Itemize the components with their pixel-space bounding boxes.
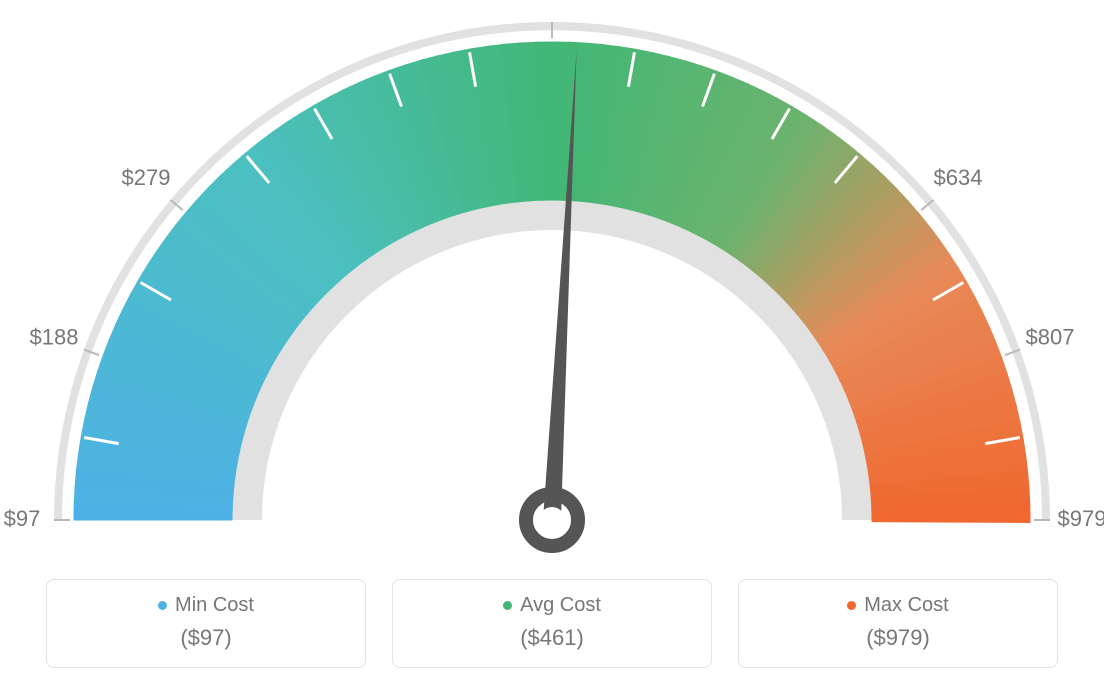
legend-dot-min [158, 601, 167, 610]
legend-dot-max [847, 601, 856, 610]
svg-text:$979: $979 [1058, 506, 1104, 531]
legend-value-avg: ($461) [393, 625, 711, 651]
legend-label-max: Max Cost [847, 594, 948, 617]
svg-text:$634: $634 [934, 165, 983, 190]
gauge-svg: $97 $188 $279 $461 $634 $807 $979 [0, 0, 1104, 560]
legend-box-avg: Avg Cost ($461) [392, 579, 712, 668]
legend-value-max: ($979) [739, 625, 1057, 651]
gauge-chart: $97 $188 $279 $461 $634 $807 $979 [0, 0, 1104, 560]
legend-label-avg-text: Avg Cost [520, 594, 601, 617]
legend-label-max-text: Max Cost [864, 594, 948, 617]
svg-text:$97: $97 [4, 506, 41, 531]
legend-label-min-text: Min Cost [175, 594, 254, 617]
legend-dot-avg [503, 601, 512, 610]
legend-label-avg: Avg Cost [503, 594, 601, 617]
svg-text:$807: $807 [1026, 325, 1075, 350]
svg-text:$188: $188 [29, 325, 78, 350]
legend-box-max: Max Cost ($979) [738, 579, 1058, 668]
legend-row: Min Cost ($97) Avg Cost ($461) Max Cost … [0, 579, 1104, 668]
svg-text:$279: $279 [122, 165, 171, 190]
svg-text:$461: $461 [528, 0, 577, 1]
legend-box-min: Min Cost ($97) [46, 579, 366, 668]
legend-label-min: Min Cost [158, 594, 254, 617]
legend-value-min: ($97) [47, 625, 365, 651]
